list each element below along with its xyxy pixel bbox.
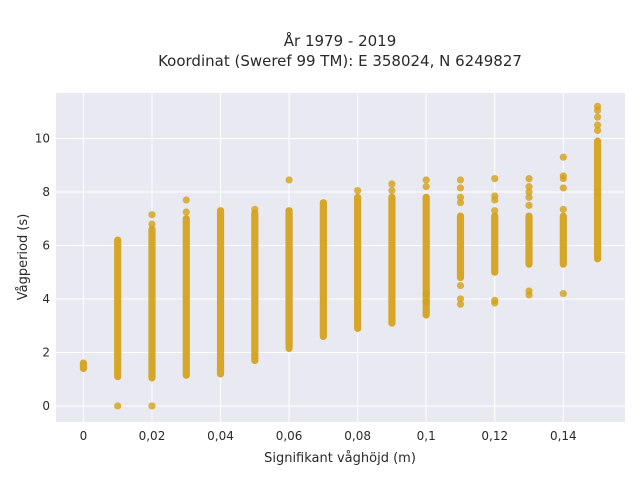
data-point bbox=[559, 205, 567, 213]
data-point bbox=[422, 298, 430, 306]
data-point bbox=[388, 187, 396, 195]
data-point bbox=[559, 172, 567, 180]
data-point bbox=[251, 205, 259, 213]
data-point bbox=[559, 290, 567, 298]
x-tick-label: 0,06 bbox=[276, 429, 303, 443]
data-point bbox=[148, 220, 156, 228]
y-tick-label: 2 bbox=[42, 345, 50, 359]
data-point bbox=[491, 192, 499, 200]
y-tick-label: 10 bbox=[35, 131, 50, 145]
data-point bbox=[525, 188, 533, 196]
x-tick-label: 0 bbox=[80, 429, 88, 443]
x-tick-label: 0,02 bbox=[139, 429, 166, 443]
data-point bbox=[559, 153, 567, 161]
x-axis-label: Signifikant våghöjd (m) bbox=[264, 451, 416, 466]
y-tick-label: 4 bbox=[42, 292, 50, 306]
data-point bbox=[456, 300, 465, 308]
data-point bbox=[491, 207, 499, 215]
data-point bbox=[148, 402, 156, 410]
x-tick-label: 0,04 bbox=[207, 429, 234, 443]
chart-title-line2: Koordinat (Sweref 99 TM): E 358024, N 62… bbox=[158, 52, 522, 70]
chart-title-line1: År 1979 - 2019 bbox=[284, 31, 397, 50]
data-point bbox=[456, 281, 465, 290]
data-point bbox=[388, 180, 396, 188]
data-point bbox=[456, 193, 465, 201]
data-point bbox=[182, 208, 190, 216]
data-point bbox=[525, 193, 533, 201]
data-point bbox=[559, 184, 567, 192]
y-tick-labels: 0 2 4 6 8 10 bbox=[35, 131, 50, 412]
data-point bbox=[525, 201, 533, 209]
y-axis-label: Vågperiod (s) bbox=[16, 214, 31, 301]
data-point bbox=[593, 102, 602, 110]
data-point bbox=[456, 184, 465, 192]
data-point bbox=[525, 174, 533, 183]
data-point bbox=[182, 196, 190, 204]
data-point bbox=[354, 187, 362, 195]
data-point bbox=[285, 176, 293, 184]
x-tick-labels: 0 0,02 0,04 0,06 0,08 0,1 0,12 0,14 bbox=[80, 429, 577, 443]
plot-area bbox=[56, 93, 625, 422]
data-point bbox=[456, 199, 465, 207]
data-point bbox=[593, 126, 602, 135]
x-tick-label: 0,12 bbox=[481, 429, 508, 443]
data-point bbox=[525, 287, 533, 295]
y-tick-label: 0 bbox=[42, 399, 50, 413]
data-point bbox=[456, 176, 465, 184]
y-tick-label: 6 bbox=[42, 238, 50, 252]
data-point bbox=[593, 113, 602, 121]
data-point bbox=[525, 183, 533, 191]
data-point bbox=[491, 174, 499, 183]
x-tick-label: 0,14 bbox=[550, 429, 577, 443]
data-points bbox=[79, 102, 602, 410]
data-point bbox=[456, 295, 465, 303]
data-point bbox=[114, 402, 122, 410]
x-tick-label: 0,08 bbox=[344, 429, 371, 443]
data-point bbox=[148, 211, 156, 219]
data-point bbox=[593, 121, 602, 129]
data-point bbox=[422, 183, 430, 191]
data-point bbox=[491, 296, 499, 304]
data-point bbox=[422, 176, 430, 184]
y-tick-label: 8 bbox=[42, 185, 50, 199]
x-tick-label: 0,1 bbox=[417, 429, 436, 443]
data-point bbox=[422, 290, 430, 298]
